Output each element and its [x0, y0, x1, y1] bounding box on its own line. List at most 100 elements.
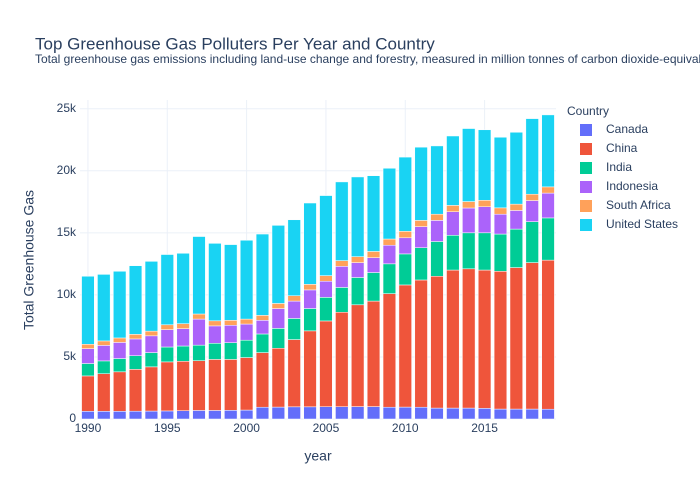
bar-segment	[398, 156, 412, 232]
bar-segment	[81, 363, 95, 377]
x-tick-label: 2000	[233, 421, 260, 435]
bar-segment	[493, 408, 508, 420]
bar-segment	[192, 344, 206, 361]
bar-segment	[240, 409, 254, 420]
bar-segment	[430, 407, 444, 420]
bar-segment	[382, 406, 396, 420]
bar-segment	[160, 329, 174, 348]
bar-segment	[97, 340, 111, 346]
bar-segment	[414, 247, 428, 281]
x-tick-label: 1990	[75, 421, 102, 435]
bar-segment	[113, 358, 127, 373]
bar-segment	[81, 344, 95, 349]
legend-swatch	[580, 219, 592, 231]
y-tick-label: 20k	[57, 163, 77, 177]
bar-segment	[414, 220, 428, 227]
bar-segment	[224, 325, 238, 343]
bar-segment	[271, 308, 285, 329]
bar-segment	[462, 201, 476, 209]
bar-segment	[303, 308, 317, 332]
x-tick-label: 1995	[154, 421, 181, 435]
bar-segment	[478, 232, 492, 271]
bar-segment	[430, 145, 444, 215]
bar-segment	[81, 375, 95, 412]
bar-segment	[446, 269, 460, 409]
bar-segment	[287, 339, 301, 408]
bar-segment	[303, 202, 317, 285]
bar-segment	[255, 333, 270, 353]
bar-segment	[478, 200, 492, 207]
bar-segment	[113, 371, 127, 412]
x-tick-label: 2010	[392, 421, 419, 435]
y-tick-label: 0	[69, 411, 76, 425]
bar-segment	[366, 406, 381, 420]
bar-segment	[335, 287, 349, 313]
bar-segment	[430, 213, 444, 221]
bar-segment	[113, 271, 127, 339]
bar-segment	[81, 411, 95, 420]
bar-segment	[446, 211, 460, 236]
bar-segment	[113, 342, 127, 359]
bar-segment	[446, 205, 460, 212]
bar-segment	[97, 360, 111, 374]
bar-segment	[224, 359, 238, 411]
bar-segment	[176, 345, 190, 362]
bar-segment	[271, 347, 285, 408]
legend-entry: South Africa	[606, 198, 671, 212]
bar-segment	[414, 146, 428, 221]
bar-segment	[366, 257, 381, 273]
bar-segment	[303, 284, 317, 291]
bar-segment	[208, 320, 222, 327]
legend-entry: United States	[606, 217, 678, 231]
bar-segment	[97, 345, 111, 362]
bar-segment	[509, 228, 523, 268]
bar-segment	[128, 369, 143, 412]
bar-segment	[176, 253, 190, 324]
bar-segment	[144, 352, 158, 368]
bar-segment	[208, 410, 222, 420]
bar-segment	[144, 366, 158, 412]
bar-segment	[224, 410, 238, 420]
bar-segment	[240, 318, 254, 325]
legend-swatch	[580, 124, 592, 136]
bar-segment	[351, 304, 365, 407]
bar-segment	[398, 284, 412, 408]
bar-segment	[192, 410, 206, 420]
y-axis-label: Total Greenhouse Gas	[21, 190, 37, 330]
legend-swatch	[580, 200, 592, 212]
bar-segment	[128, 338, 143, 356]
bar-segment	[176, 361, 190, 411]
bar-segment	[160, 346, 174, 363]
bar-segment	[224, 320, 238, 326]
bar-segment	[319, 406, 333, 420]
bar-segment	[446, 407, 460, 420]
bar-segment	[366, 251, 381, 258]
bar-segment	[176, 328, 190, 347]
bar-segment	[541, 114, 555, 188]
bar-segment	[525, 193, 539, 201]
bar-segment	[128, 265, 143, 335]
bar-segment	[271, 303, 285, 309]
bar-segment	[462, 268, 476, 409]
bar-segment	[462, 232, 476, 270]
bar-segment	[541, 186, 555, 194]
bar-segment	[525, 221, 539, 263]
bar-segment	[541, 259, 555, 410]
bar-segment	[176, 410, 190, 420]
bar-segment	[525, 262, 539, 410]
bar-segment	[493, 136, 508, 209]
bar-segment	[493, 271, 508, 410]
bar-segment	[97, 411, 111, 420]
bar-segment	[224, 244, 238, 321]
bar-segment	[478, 206, 492, 234]
bar-segment	[192, 313, 206, 320]
bar-segment	[160, 410, 174, 420]
bar-segment	[430, 276, 444, 409]
bar-segment	[128, 355, 143, 370]
bar-segment	[541, 192, 555, 219]
bar-segment	[478, 129, 492, 201]
bar-segment	[493, 213, 508, 235]
bar-segment	[351, 176, 365, 257]
bar-segment	[478, 269, 492, 409]
bar-segment	[478, 408, 492, 420]
